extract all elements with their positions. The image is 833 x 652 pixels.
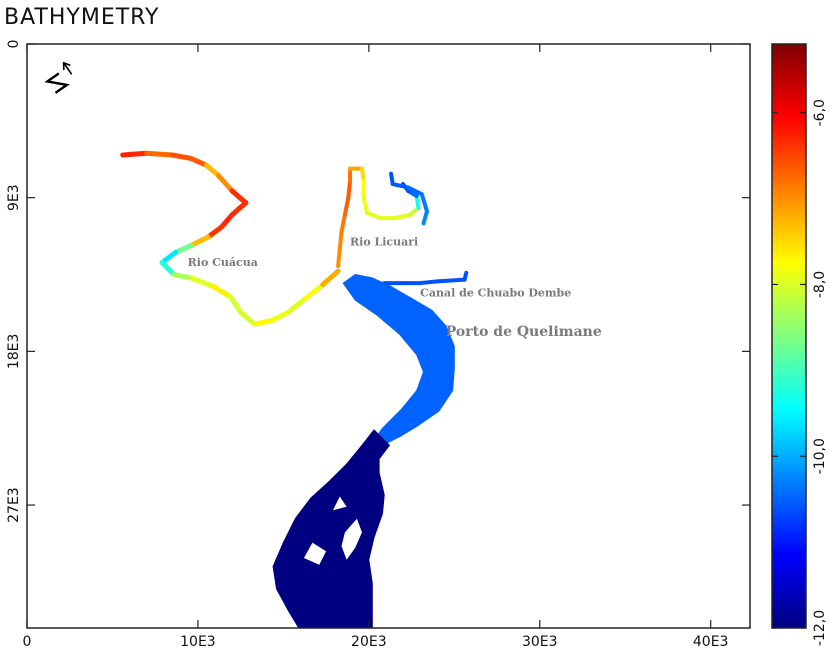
place-label: Rio Cuácua: [188, 256, 258, 269]
channel-segment: [229, 188, 249, 206]
x-axis: 0 10E3 20E3 30E3 40E3: [23, 44, 729, 650]
place-labels: Rio Cuácua Rio Licuari Canal de Chuabo Dem…: [188, 235, 602, 340]
channel-segment: [219, 212, 235, 230]
channel-segment: [361, 195, 370, 216]
channel-segment: [339, 212, 347, 234]
north-arrow-icon: [44, 61, 73, 94]
channel-segment: [406, 185, 424, 197]
channel-segment: [435, 277, 467, 284]
channel-segment: [188, 155, 209, 168]
y-axis: 0 9E3 18E3 27E3: [6, 40, 750, 523]
channel-segment: [337, 229, 344, 251]
x-tick-label: 20E3: [351, 634, 387, 650]
channel-segment: [227, 294, 244, 315]
x-tick-label: 0: [23, 634, 32, 650]
channel-segment: [303, 282, 326, 301]
channel-segment: [365, 211, 383, 221]
place-label: Rio Licuari: [350, 235, 418, 248]
y-tick-label: 18E3: [6, 334, 22, 370]
channel-segment: [392, 212, 412, 221]
colorbar: [771, 43, 807, 629]
channel-segment: [414, 193, 421, 210]
channel-segment: [159, 249, 179, 266]
water-body-estuary-lower: [272, 429, 390, 628]
colorbar-tick-label: -10,0: [812, 438, 828, 474]
channel-segment: [421, 209, 429, 226]
plot-frame: [26, 43, 751, 629]
island: [333, 496, 347, 511]
channel-rio-cu-cua: [120, 150, 341, 327]
channel-segment: [390, 182, 411, 190]
channel-segment: [268, 309, 292, 324]
place-label: Canal de Chuabo Dembe: [420, 287, 571, 300]
channel-segment: [210, 283, 233, 300]
channel-segment: [203, 162, 221, 178]
chart-title: BATHYMETRY: [4, 5, 160, 30]
channel-segment: [144, 150, 175, 158]
channel-segment: [251, 318, 274, 327]
channel-segment: [462, 270, 469, 282]
x-tick-label: 30E3: [522, 634, 558, 650]
channel-segment: [173, 242, 194, 255]
colorbar-tick-label: -8,0: [812, 271, 828, 298]
channel-segment: [286, 295, 309, 315]
channel-segment: [342, 195, 351, 217]
channel-segment: [336, 246, 342, 268]
channel-segment: [238, 309, 257, 327]
y-tick-label: 27E3: [6, 487, 22, 523]
y-tick-label: 9E3: [6, 184, 22, 211]
channel-segment: [419, 192, 429, 214]
channel-segment: [229, 200, 249, 218]
channel-segment: [360, 166, 366, 183]
channel-segment: [346, 178, 353, 200]
x-tick-label: 10E3: [180, 634, 216, 650]
channel-segment: [205, 224, 225, 240]
map-features: [120, 150, 469, 628]
island: [341, 518, 362, 560]
channel-segment: [171, 272, 194, 281]
water-body-estuary-upper: [342, 274, 455, 445]
channel-segment: [188, 234, 211, 248]
colorbar-tick-label: -6,0: [812, 99, 828, 126]
channel-segment: [159, 260, 177, 278]
channel-canal-de-chuabo-dembe: [382, 270, 469, 286]
channel-segment: [120, 150, 150, 158]
colorbar-ticks: -6,0 -8,0 -10,0 -12,0: [772, 99, 828, 646]
channel-segment: [215, 172, 235, 194]
channel-segment: [188, 275, 216, 289]
colorbar-tick-label: -12,0: [812, 610, 828, 646]
x-tick-label: 40E3: [693, 634, 729, 650]
channel-segment: [169, 152, 194, 161]
place-label: Porto de Quelimane: [446, 324, 602, 340]
channel-licuari-tributary: [389, 171, 429, 226]
y-tick-label: 0: [6, 40, 22, 49]
channel-rio-licuari: [336, 166, 421, 268]
channel-segment: [320, 268, 341, 288]
island: [303, 542, 327, 565]
channel-segment: [418, 279, 440, 286]
